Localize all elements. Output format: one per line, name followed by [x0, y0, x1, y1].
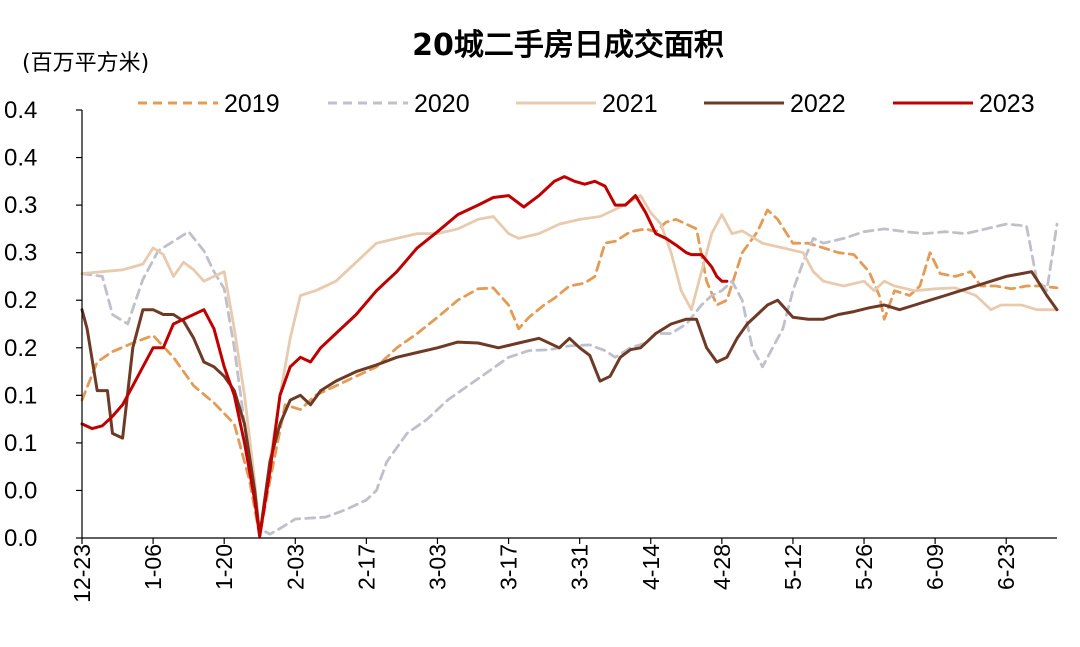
axes: 0.0 0.0 0.1 0.1 0.2 0.2 0.3 0.3 0.4 0.4 12-23 1-06 1… — [4, 97, 1057, 603]
legend-label-2020: 2020 — [414, 90, 470, 118]
legend-label-2023: 2023 — [979, 90, 1035, 118]
legend-label-2022: 2022 — [790, 90, 846, 118]
y-tick-label: 0.3 — [4, 240, 37, 267]
x-tick-label: 3-31 — [567, 544, 593, 590]
x-tick-label: 6-09 — [922, 544, 948, 590]
chart-title: 20城二手房日成交面积 — [412, 28, 724, 63]
x-tick-label: 1-20 — [211, 544, 237, 590]
legend-item-2023: 2023 — [893, 90, 1035, 118]
series-line-2023 — [80, 175, 729, 538]
x-tick-label: 2-17 — [353, 544, 379, 590]
y-tick-label: 0.1 — [4, 430, 37, 457]
legend-label-2019: 2019 — [224, 90, 280, 118]
y-tick-label: 0.2 — [4, 287, 37, 314]
x-tick-label: 4-14 — [638, 544, 664, 590]
y-tick-label: 0.2 — [4, 335, 37, 362]
y-tick-label: 0.1 — [4, 382, 37, 409]
y-axis-unit: (百万平方米) — [22, 51, 149, 76]
legend-label-2021: 2021 — [602, 90, 658, 118]
x-tick-label: 5-12 — [780, 544, 806, 590]
x-tick-label: 1-06 — [140, 544, 166, 590]
series-line-2022 — [80, 270, 1059, 538]
legend-item-2020: 2020 — [328, 90, 470, 118]
legend-item-2019: 2019 — [138, 90, 280, 118]
y-tick-label: 0.0 — [4, 525, 37, 552]
x-tick-label: 4-28 — [709, 544, 735, 590]
x-tick-label: 3-03 — [424, 544, 450, 590]
series-line-2019 — [80, 208, 1059, 538]
x-tick-label: 3-17 — [496, 544, 522, 590]
series-layer — [80, 175, 1059, 538]
y-tick-label: 0.3 — [4, 192, 37, 219]
legend: 2019 2020 2021 2022 2023 — [138, 90, 1035, 118]
x-tick-label: 6-23 — [993, 544, 1019, 590]
series-line-2020 — [80, 222, 1059, 536]
legend-item-2022: 2022 — [704, 90, 846, 118]
x-tick-label: 12-23 — [69, 544, 95, 603]
y-tick-label: 0.4 — [4, 145, 37, 172]
series-line-2021 — [80, 194, 1059, 538]
y-tick-label: 0.0 — [4, 477, 37, 504]
y-tick-label: 0.4 — [4, 97, 37, 124]
legend-item-2021: 2021 — [516, 90, 658, 118]
x-tick-label: 5-26 — [851, 544, 877, 590]
x-tick-label: 2-03 — [282, 544, 308, 590]
